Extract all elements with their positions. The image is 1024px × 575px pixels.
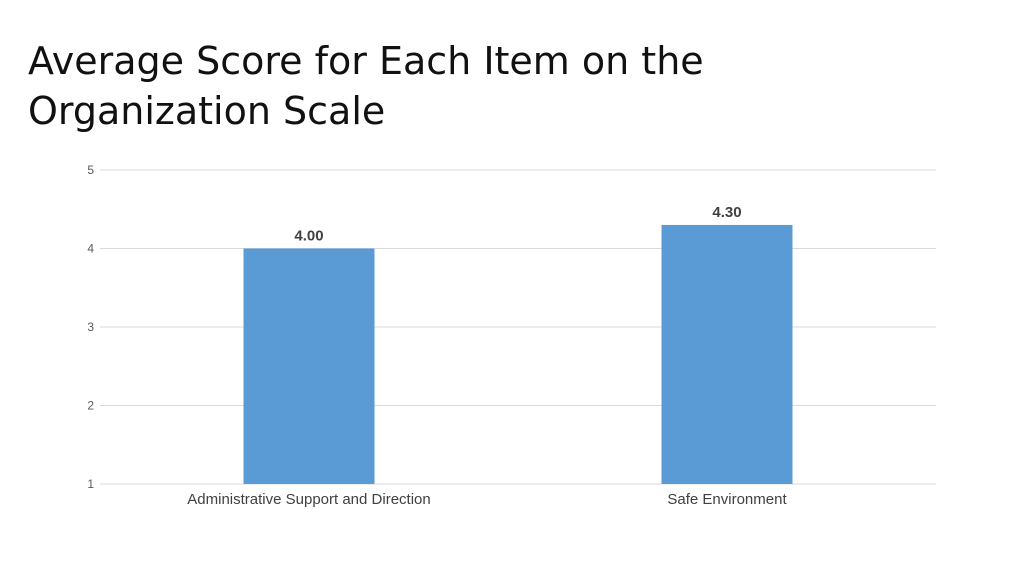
bars — [243, 224, 793, 484]
y-tick-label: 4 — [87, 242, 94, 256]
gridlines — [100, 169, 936, 485]
bar — [661, 224, 793, 484]
y-tick-label: 3 — [87, 320, 94, 334]
y-tick-label: 5 — [87, 163, 94, 177]
category-label: Safe Environment — [667, 491, 787, 508]
bar — [243, 248, 375, 484]
category-label: Administrative Support and Direction — [187, 491, 430, 508]
slide-title: Average Score for Each Item on the Organ… — [28, 39, 704, 133]
data-label: 4.00 — [294, 228, 323, 245]
y-tick-label: 1 — [87, 477, 94, 491]
category-labels: Administrative Support and Direction Safe… — [187, 491, 787, 508]
data-label: 4.30 — [712, 204, 741, 221]
y-axis-ticks: 1 2 3 4 5 — [87, 163, 94, 491]
data-labels: 4.00 4.30 — [294, 204, 741, 245]
y-tick-label: 2 — [87, 399, 94, 413]
